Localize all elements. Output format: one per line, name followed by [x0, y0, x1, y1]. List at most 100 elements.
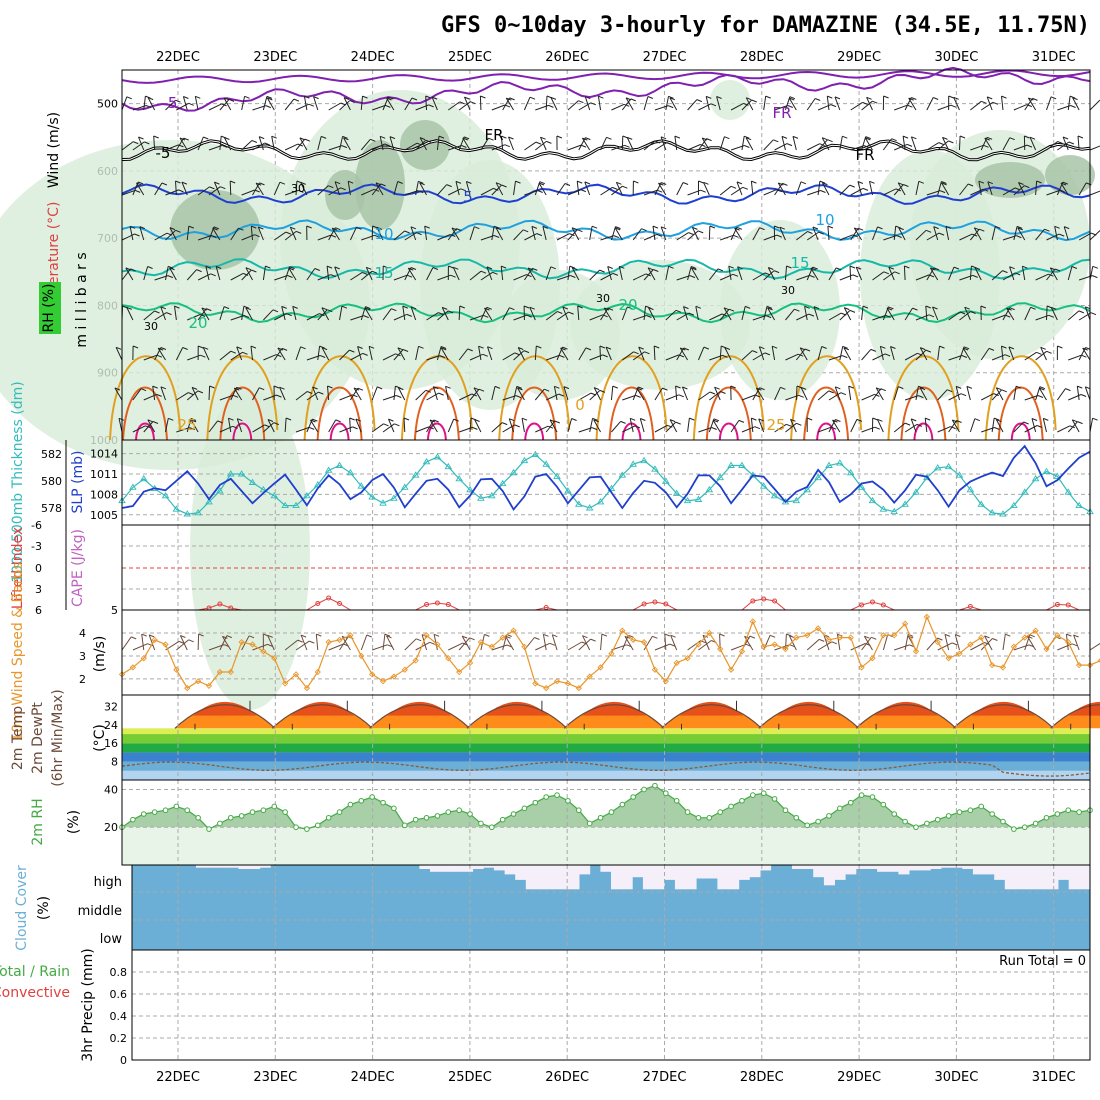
rh-legend-swatch [39, 282, 61, 334]
wind-speed-point [760, 643, 767, 650]
wind-barb-flag [862, 101, 868, 105]
wind-barb-flag [273, 422, 279, 426]
wind-barb-flag [786, 143, 793, 147]
wind-barb [495, 227, 504, 241]
rh-point [934, 816, 941, 823]
wind-barb [882, 634, 889, 651]
wind-barb-flag [654, 140, 660, 144]
thickness-point [977, 500, 986, 507]
wind-barb-flag [982, 188, 989, 192]
wind-barb-flag [307, 391, 313, 394]
wind-barb [404, 638, 417, 651]
wind-barb-flag [480, 95, 486, 99]
wind-barb [879, 346, 884, 361]
wind-barb [745, 97, 754, 111]
wind-barb [126, 307, 134, 321]
wind-barb-flag [178, 189, 184, 193]
date-label-top: 26DEC [545, 50, 589, 65]
wind-barb-flag [135, 189, 141, 193]
wind-barb-flag [517, 387, 523, 391]
wind-barb-flag [134, 233, 140, 237]
wind-barb [567, 144, 582, 151]
wind-tick: 4 [79, 627, 86, 640]
wind-barb-flag [819, 143, 825, 147]
wind-barb [948, 355, 963, 361]
wind-barb [1071, 419, 1080, 433]
wind-barb [326, 266, 330, 281]
wind-barb [328, 227, 336, 241]
wind-barb-flag [796, 422, 802, 426]
wind-barb-flag [349, 417, 355, 421]
wind-barb-flag [1048, 314, 1054, 318]
wind-barb [571, 267, 580, 281]
wind-barb-flag [304, 95, 310, 99]
wind-barb-flag [790, 418, 796, 422]
wind-barb [926, 97, 934, 111]
wind-barb-flag [996, 387, 1002, 391]
wind-barb [654, 142, 668, 151]
wind-barb-flag [723, 307, 730, 311]
wind-barb [1068, 354, 1082, 361]
wind-barb-flag [1036, 351, 1042, 355]
wind-barb [834, 96, 841, 111]
wind-barb [674, 136, 678, 151]
wind-barb [724, 347, 732, 361]
rh-point [184, 807, 191, 814]
wind-barb [371, 423, 384, 433]
cloud-gap [568, 865, 580, 890]
cloud-gap [515, 865, 527, 880]
wind-barb [182, 96, 188, 111]
wind-barb [545, 393, 560, 401]
wind-barb-flag [907, 104, 913, 108]
cloud-gap [664, 865, 676, 880]
wind-speed-point [379, 678, 387, 685]
wind-barb [448, 101, 460, 111]
wind-barb [284, 417, 287, 433]
wind-barb-flag [548, 104, 554, 108]
wind-barb-flag [638, 346, 644, 350]
wind-barb [632, 273, 647, 281]
wind-speed-point [325, 639, 332, 646]
precip-tick: 0.8 [110, 966, 128, 979]
wind-barb [448, 145, 462, 151]
wind-axis-label: Wind (m/s) [46, 112, 62, 188]
wind-barb [861, 100, 873, 111]
wind-barb-flag [312, 386, 318, 390]
wind-barb [984, 635, 993, 651]
wind-barb [828, 355, 843, 361]
wind-speed-point [825, 636, 833, 644]
wind-barb [1046, 268, 1056, 281]
rh-point [369, 794, 375, 800]
wind-barb-flag [730, 185, 737, 189]
wind-barb [397, 387, 406, 401]
wind-barb-flag [292, 305, 298, 309]
wind-barb-flag [702, 137, 708, 141]
wind-barb-flag [459, 305, 465, 309]
wind-barb-flag [168, 265, 174, 269]
wind-barb-flag [728, 308, 735, 312]
wind-barb [284, 231, 297, 241]
wind-barb-flag [267, 97, 273, 101]
rh-point [869, 794, 876, 800]
dewpoint-line [121, 761, 1091, 777]
wind-barb [1024, 351, 1037, 361]
wind-barb-flag [428, 104, 434, 108]
wind-barb-flag [967, 183, 974, 187]
wind-barb [861, 636, 872, 651]
wind-barb [219, 425, 233, 433]
contour-label: 0 [575, 396, 585, 414]
wind-barb-flag [258, 226, 264, 230]
wind-barb [458, 637, 470, 651]
wind-speed-point [466, 659, 474, 666]
wind-barb-flag [979, 228, 985, 232]
wind-barb-flag [255, 182, 262, 186]
wind-barb-flag [1009, 137, 1015, 141]
wind-barb [660, 136, 667, 151]
wind-speed-point [412, 657, 419, 664]
wind-barb-flag [591, 427, 598, 431]
wind-barb-flag [199, 314, 206, 317]
wind-barb [441, 307, 449, 321]
wind-speed-point [738, 648, 746, 655]
wind-barb [534, 388, 545, 401]
wind-barb-flag [388, 418, 394, 422]
